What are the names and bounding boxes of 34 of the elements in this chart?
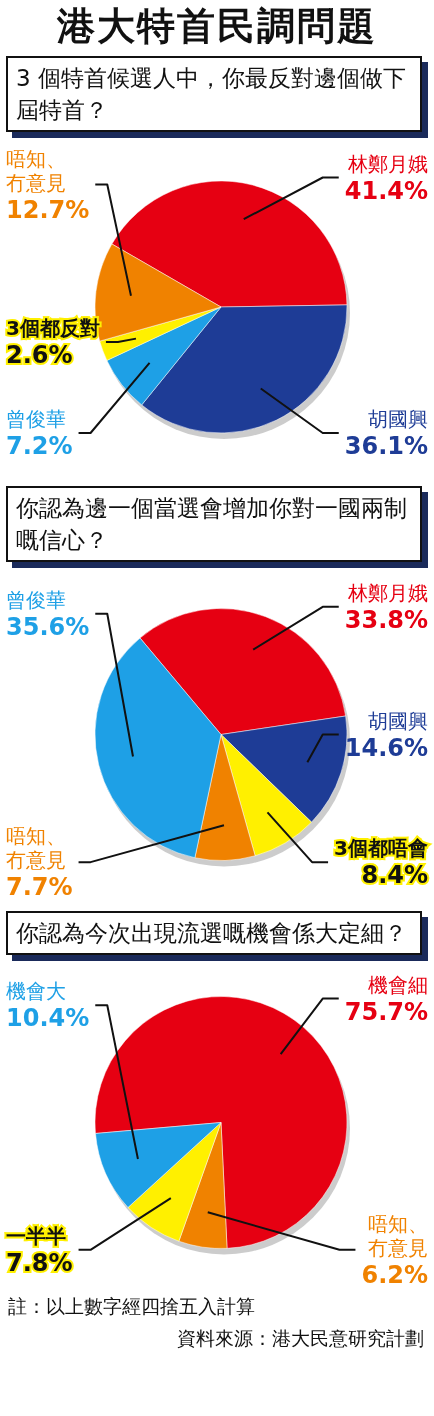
pie-slice <box>94 996 348 1249</box>
slice-label: 機會細 <box>368 972 428 997</box>
slice-label: 唔知、冇意見 <box>368 1211 428 1260</box>
chart-subtitle: 3 個特首候選人中，你最反對邊個做下屆特首？ <box>6 56 422 132</box>
slice-label: 3個都唔會 <box>334 836 428 861</box>
chart-title: 你認為邊一個當選會增加你對一國兩制嘅信心？ <box>6 486 422 562</box>
slice-label: 唔知、冇意見 <box>6 146 66 195</box>
slice-label: 林鄭月娥 <box>347 580 428 605</box>
slice-label: 曾俊華 <box>6 407 66 431</box>
data-label: 2.6% <box>6 341 73 369</box>
data-label: 36.1% <box>344 432 428 460</box>
chart-title: 你認為今次出現流選嘅機會係大定細？ <box>6 911 422 955</box>
source-note: 資料來源：港大民意研究計劃 <box>176 1326 425 1351</box>
text: 註：以上數字經四捨五入計算 <box>7 1294 256 1319</box>
data-label: 8.4% <box>361 861 428 890</box>
chart-title: 港大特首民調問題 <box>56 2 378 50</box>
data-label: 41.4% <box>344 176 428 205</box>
slice-label: 唔知、冇意見 <box>6 824 66 873</box>
slice-label: 胡國興 <box>368 708 428 733</box>
data-label: 14.6% <box>344 733 428 762</box>
data-label: 12.7% <box>6 195 90 224</box>
data-label: 7.2% <box>6 432 73 460</box>
data-label: 10.4% <box>6 1004 90 1033</box>
slice-label: 機會大 <box>6 979 66 1004</box>
slice-label: 胡國興 <box>368 407 428 431</box>
slice-label: 一半半 <box>6 1223 66 1248</box>
data-label: 7.8% <box>6 1248 73 1277</box>
data-label: 7.7% <box>6 873 73 902</box>
data-label: 6.2% <box>361 1260 428 1289</box>
slice-label: 林鄭月娥 <box>347 151 428 176</box>
data-label: 75.7% <box>344 997 428 1026</box>
data-label: 35.6% <box>6 612 90 641</box>
slice-label: 曾俊華 <box>6 587 66 612</box>
data-label: 33.8% <box>344 605 428 634</box>
